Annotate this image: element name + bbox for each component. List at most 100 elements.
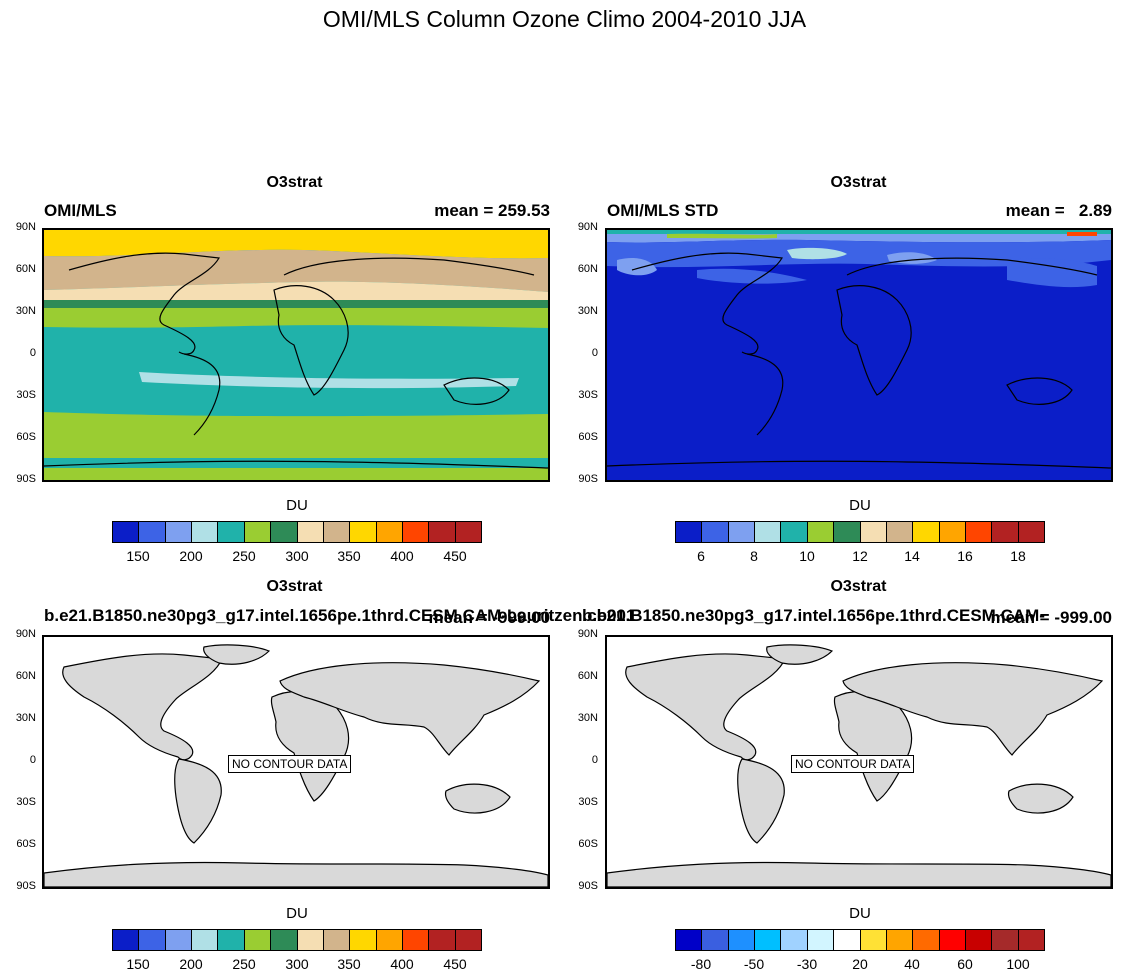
colorbar-swatch [886, 522, 914, 542]
lat-label: 30S [578, 796, 598, 808]
colorbar-swatch [965, 930, 993, 950]
panel-2-colorbar [675, 521, 1045, 543]
panel-1-left-label: OMI/MLS [44, 201, 117, 220]
panel-4-mean-label: mean = -999.00 [990, 608, 1112, 627]
panel-4-colorbar [675, 929, 1045, 951]
lat-label: 30N [577, 305, 598, 317]
panel-3-colorbar [112, 929, 482, 951]
colorbar-tick-label: 6 [697, 548, 705, 564]
panel-3-no-data-label: NO CONTOUR DATA [228, 755, 352, 773]
colorbar-tick-label: 20 [852, 956, 868, 972]
panel-4-title: O3strat [830, 578, 887, 595]
colorbar-tick-label: 12 [852, 548, 868, 564]
panel-4-map: NO CONTOUR DATA [605, 635, 1113, 889]
colorbar-tick-label: 450 [443, 548, 467, 564]
colorbar-swatch [297, 522, 324, 542]
colorbar-swatch [244, 930, 272, 950]
panel-4-left-label: b.e21.B1850.ne30pg3_g17.intel.1656pe.1th… [582, 606, 1045, 625]
panel-2-map [605, 228, 1113, 482]
colorbar-tick-label: 300 [285, 956, 309, 972]
colorbar-swatch [728, 930, 756, 950]
colorbar-tick-label: -50 [743, 956, 765, 972]
panel-3-left-label: b.e21.B1850.ne30pg3_g17.intel.1656pe.1th… [44, 606, 636, 625]
colorbar-swatch [376, 522, 403, 542]
colorbar-swatch [350, 522, 377, 542]
colorbar-swatch [702, 930, 729, 950]
colorbar-swatch [939, 930, 966, 950]
lat-label: 30S [578, 389, 598, 401]
colorbar-swatch [939, 522, 966, 542]
colorbar-tick-label: 100 [1006, 956, 1030, 972]
colorbar-tick-label: 200 [179, 548, 203, 564]
colorbar-swatch [429, 522, 456, 542]
panel-3-colorbar-labels: 150 200 250 300 350 400 450 [112, 956, 482, 974]
colorbar-swatch [755, 930, 782, 950]
colorbar-tick-label: 40 [904, 956, 920, 972]
lat-label: 60N [15, 670, 36, 682]
colorbar-swatch [834, 522, 861, 542]
colorbar-swatch [455, 522, 482, 542]
lat-label: 60N [15, 263, 36, 275]
colorbar-swatch [781, 930, 808, 950]
lat-label: 90N [577, 221, 598, 233]
colorbar-swatch [1018, 522, 1045, 542]
colorbar-swatch [297, 930, 324, 950]
colorbar-swatch [834, 930, 861, 950]
colorbar-tick-label: 250 [232, 548, 256, 564]
panel-3-mean-label: mean = -999.00 [428, 608, 550, 627]
colorbar-swatch [113, 930, 140, 950]
lat-label: 90N [577, 628, 598, 640]
figure-title: OMI/MLS Column Ozone Climo 2004-2010 JJA [322, 6, 807, 32]
colorbar-swatch [702, 522, 729, 542]
colorbar-swatch [860, 522, 887, 542]
colorbar-tick-label: 350 [337, 956, 361, 972]
colorbar-tick-label: 8 [750, 548, 758, 564]
panel-2-title: O3strat [830, 174, 887, 191]
panel-1-title: O3strat [266, 174, 323, 191]
colorbar-tick-label: -80 [690, 956, 712, 972]
colorbar-tick-label: 300 [285, 548, 309, 564]
lat-label: 90S [16, 880, 36, 892]
colorbar-tick-label: 400 [390, 956, 414, 972]
colorbar-swatch [323, 522, 351, 542]
colorbar-swatch [350, 930, 377, 950]
lat-label: 60S [578, 431, 598, 443]
colorbar-tick-label: 250 [232, 956, 256, 972]
colorbar-tick-label: 16 [957, 548, 973, 564]
lat-label: 30N [15, 305, 36, 317]
lat-label: 60S [16, 838, 36, 850]
panel-1-colorbar-title: DU [286, 497, 308, 514]
colorbar-tick-label: 14 [904, 548, 920, 564]
lat-label: 0 [29, 347, 36, 359]
lat-label: 30N [577, 712, 598, 724]
colorbar-tick-label: 450 [443, 956, 467, 972]
lat-label: 90N [15, 221, 36, 233]
colorbar-tick-label: 200 [179, 956, 203, 972]
colorbar-tick-label: -30 [796, 956, 818, 972]
colorbar-swatch [376, 930, 403, 950]
panel-1-map [42, 228, 550, 482]
colorbar-swatch [807, 522, 835, 542]
colorbar-tick-label: 150 [126, 956, 150, 972]
lat-label: 0 [591, 754, 598, 766]
colorbar-swatch [755, 522, 782, 542]
colorbar-swatch [913, 522, 940, 542]
colorbar-swatch [429, 930, 456, 950]
colorbar-swatch [139, 930, 166, 950]
colorbar-swatch [676, 930, 703, 950]
colorbar-tick-label: 10 [799, 548, 815, 564]
lat-label: 90S [16, 473, 36, 485]
lat-label: 60S [16, 431, 36, 443]
panel-1-mean-label: mean = 259.53 [434, 201, 550, 220]
colorbar-tick-label: 400 [390, 548, 414, 564]
lat-label: 90S [578, 473, 598, 485]
panel-3-title: O3strat [266, 578, 323, 595]
panel-3-map: NO CONTOUR DATA [42, 635, 550, 889]
colorbar-swatch [676, 522, 703, 542]
colorbar-swatch [271, 522, 298, 542]
lat-label: 60N [577, 670, 598, 682]
panel-4-colorbar-labels: -80 -50 -30 20 40 60 100 [675, 956, 1045, 974]
colorbar-swatch [218, 930, 245, 950]
colorbar-swatch [992, 930, 1019, 950]
colorbar-swatch [860, 930, 887, 950]
